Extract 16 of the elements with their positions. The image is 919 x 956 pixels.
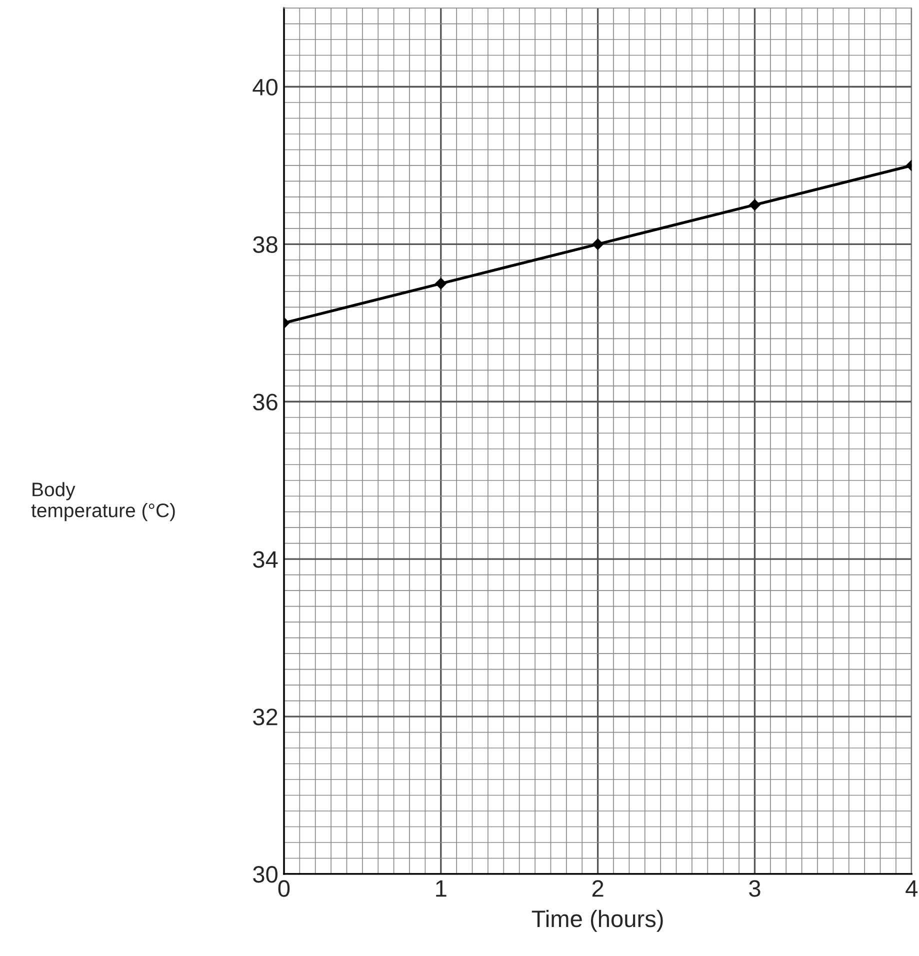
x-axis-title: Time (hours) [532, 910, 663, 932]
x-tick-label: 1 [436, 880, 446, 897]
point [592, 238, 604, 250]
x-tick-label: 2 [592, 880, 604, 897]
y-tick-label: 38 [253, 236, 278, 253]
x-tick-label: 3 [749, 880, 760, 897]
point [435, 278, 446, 290]
y-tick-label: 40 [252, 78, 278, 96]
point [749, 199, 760, 210]
y-axis-title: Body temperature (°C) [31, 482, 175, 522]
x-tick-label: 0 [278, 880, 290, 897]
y-tick-label: 36 [253, 394, 278, 410]
y-tick-label: 30 [253, 866, 278, 883]
y-tick-label: 34 [253, 551, 278, 568]
y-tick-label: 32 [253, 708, 278, 726]
x-tick-label: 4 [906, 880, 918, 897]
